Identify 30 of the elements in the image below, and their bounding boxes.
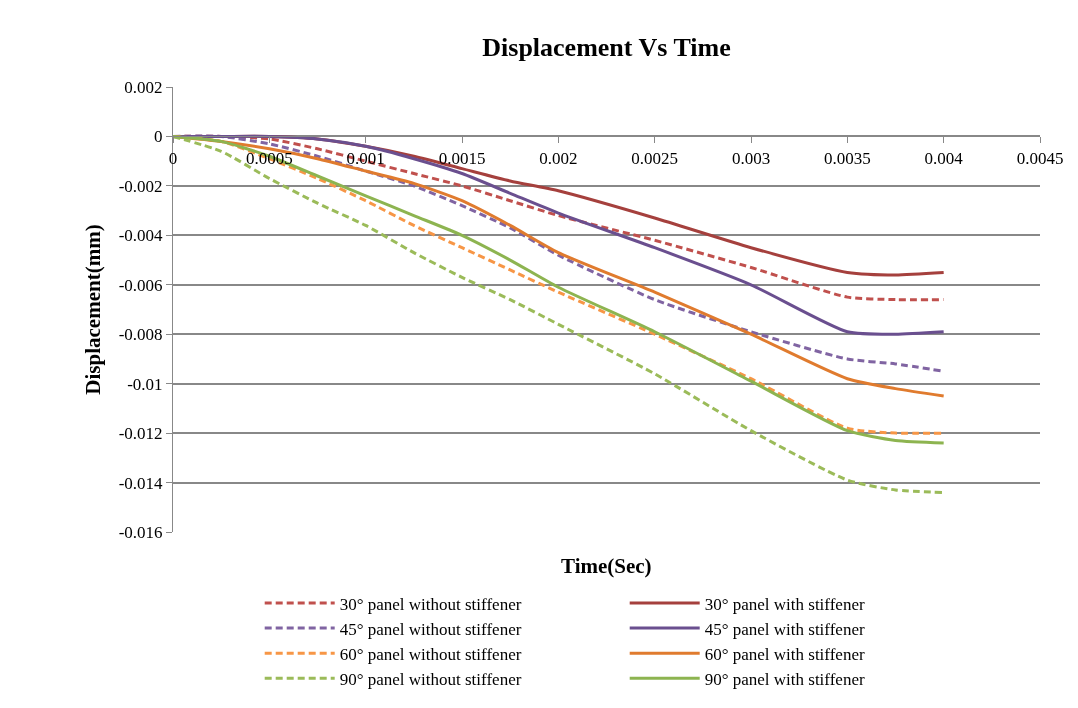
legend-label: 90° panel without stiffener xyxy=(339,669,522,689)
x-tick-label: 0.0035 xyxy=(823,148,871,168)
y-tick-label: -0.002 xyxy=(118,176,163,196)
x-axis-title: Time(Sec) xyxy=(561,554,652,578)
x-tick-label: 0.0015 xyxy=(438,148,486,168)
y-tick-label: -0.01 xyxy=(127,374,163,394)
x-tick-label: 0.004 xyxy=(924,148,964,168)
legend-label: 45° panel with stiffener xyxy=(704,619,865,639)
x-tick-label: 0.001 xyxy=(346,148,385,168)
x-tick-label: 0.003 xyxy=(731,148,771,168)
y-tick-label: 0 xyxy=(154,127,163,147)
chart-title: Displacement Vs Time xyxy=(482,33,731,63)
legend-label: 60° panel with stiffener xyxy=(704,644,865,664)
x-tick-label: 0 xyxy=(168,148,178,168)
x-tick-label: 0.0045 xyxy=(1016,148,1064,168)
legend-label: 30° panel with stiffener xyxy=(704,594,865,614)
y-axis-title: Displacement(mm) xyxy=(80,224,105,395)
x-tick-label: 0.0025 xyxy=(631,148,679,168)
y-tick-label: -0.008 xyxy=(118,325,163,345)
legend-label: 90° panel with stiffener xyxy=(704,669,865,689)
x-tick-label: 0.002 xyxy=(539,148,578,168)
y-tick-label: -0.004 xyxy=(118,226,164,246)
y-tick-label: -0.014 xyxy=(118,473,164,493)
y-tick-label: -0.016 xyxy=(118,522,163,542)
y-tick-label: -0.006 xyxy=(118,275,163,295)
legend-label: 60° panel without stiffener xyxy=(339,644,522,664)
legend-label: 45° panel without stiffener xyxy=(339,619,522,639)
y-tick-label: -0.012 xyxy=(118,424,163,444)
legend-label: 30° panel without stiffener xyxy=(339,594,522,614)
y-tick-label: 0.002 xyxy=(124,77,163,97)
